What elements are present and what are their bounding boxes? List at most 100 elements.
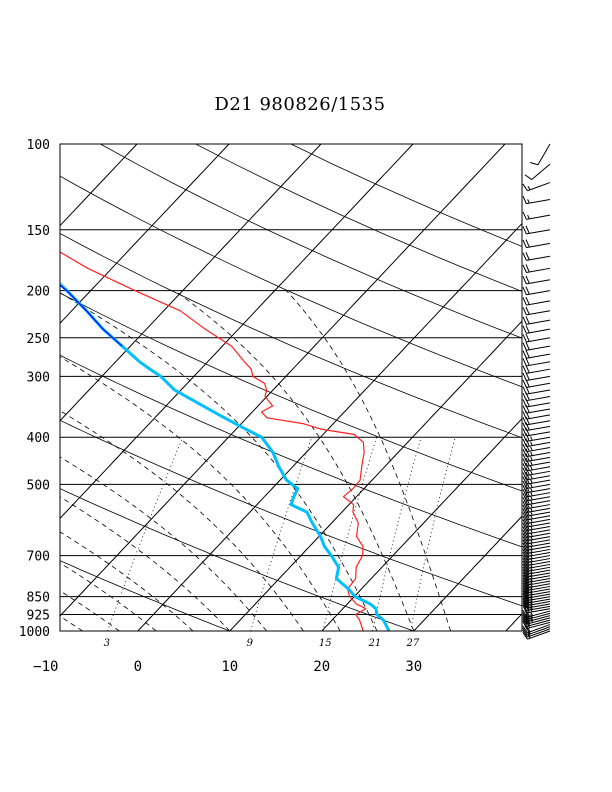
pressure-label-250: 250 (27, 332, 50, 347)
wind-barb (522, 211, 551, 220)
wind-barb (522, 443, 551, 453)
wind-barb (522, 584, 551, 594)
dewpoint-trace (60, 284, 123, 347)
temperature-tick-label: 0 (134, 659, 142, 675)
wind-barb (522, 275, 551, 285)
wind-barb (522, 316, 551, 325)
pressure-label-300: 300 (27, 370, 50, 385)
wind-barb (522, 582, 551, 592)
moist-adiabat (60, 562, 157, 631)
pressure-label-500: 500 (27, 478, 50, 493)
mixing-ratio-line (410, 437, 456, 631)
wind-barb (522, 595, 551, 604)
mixing-ratio-label: 3 (104, 638, 110, 649)
wind-barb (522, 333, 551, 343)
mixing-ratio-line (107, 437, 184, 631)
dry-adiabat (60, 560, 230, 631)
dry-adiabat (60, 233, 522, 439)
pressure-label-200: 200 (27, 285, 50, 300)
wind-barb (522, 306, 551, 316)
temperature-tick-label: −10 (33, 659, 58, 675)
wind-barb (522, 571, 551, 581)
pressure-label-925: 925 (27, 609, 50, 624)
wind-barb (522, 404, 551, 414)
isotherm (229, 320, 522, 631)
wind-barb (522, 427, 551, 437)
wind-barb (522, 342, 551, 351)
wind-barb (522, 458, 551, 467)
mixing-ratio-line (250, 437, 313, 631)
temperature-tick-label: 20 (313, 659, 330, 675)
moist-adiabat (60, 531, 194, 631)
wind-barb (522, 433, 551, 442)
wind-barb (522, 239, 551, 249)
wind-barb (522, 286, 551, 296)
wind-barb (522, 462, 551, 472)
moist-adiabat (60, 410, 304, 631)
dry-adiabat (60, 354, 522, 548)
wind-barb (522, 563, 551, 572)
wind-barb (524, 163, 551, 180)
wind-barb (522, 325, 551, 334)
pressure-label-400: 400 (27, 431, 50, 446)
wind-barb (522, 566, 551, 575)
plot-frame (59, 143, 523, 632)
temperature-tick-label: 30 (405, 659, 422, 675)
wind-barb (522, 577, 551, 586)
wind-barb (529, 143, 551, 166)
wind-barbs (522, 143, 551, 640)
mixing-ratio-label: 15 (319, 638, 332, 649)
dry-adiabat (60, 292, 522, 492)
wind-barb (522, 545, 551, 555)
isotherm (321, 417, 522, 631)
isotherm (598, 144, 612, 631)
isotherm (60, 144, 322, 422)
pressure-label-100: 100 (27, 138, 50, 153)
wind-barb (522, 579, 551, 589)
wind-barb (522, 225, 551, 235)
wind-barb (522, 422, 551, 432)
chart-title: D21 980826/1535 (214, 94, 386, 115)
wind-barb (522, 448, 551, 458)
diagram-grid (60, 144, 612, 631)
wind-barb (522, 365, 551, 374)
wind-barb (522, 453, 551, 463)
isotherm (137, 222, 522, 631)
moist-adiabat (60, 456, 267, 631)
isotherm (60, 144, 138, 227)
moist-adiabat (286, 290, 451, 631)
temperature-tick-label: 10 (221, 659, 238, 675)
pressure-label-1000: 1000 (19, 625, 50, 640)
wind-barb (522, 264, 551, 273)
mixing-ratio-label: 9 (247, 638, 254, 649)
moist-adiabat (60, 356, 341, 631)
pressure-label-150: 150 (27, 224, 50, 239)
wind-barb (522, 410, 551, 420)
mixing-ratio-label: 21 (368, 638, 382, 649)
wind-barb (522, 357, 551, 367)
dry-adiabat (60, 175, 522, 388)
temperature-trace (60, 251, 367, 631)
pressure-label-850: 850 (27, 591, 50, 606)
sounding-traces (60, 251, 391, 631)
wind-barb (522, 476, 551, 485)
moist-adiabat (174, 290, 415, 631)
mixing-ratio-label: 27 (406, 638, 420, 649)
dry-adiabat (100, 144, 522, 339)
wind-barb (522, 252, 551, 261)
wind-barb (522, 182, 551, 192)
wind-barb (522, 568, 551, 578)
isotherm (60, 144, 506, 617)
wind-barb (522, 587, 551, 597)
wind-barb (522, 438, 551, 448)
wind-barb (522, 574, 551, 584)
isotherm (413, 515, 522, 631)
wind-barb (522, 602, 551, 612)
wind-barb (522, 349, 551, 359)
pressure-label-700: 700 (27, 550, 50, 565)
wind-barb (522, 296, 551, 306)
wind-barb (522, 195, 551, 205)
wind-barb (522, 416, 551, 426)
